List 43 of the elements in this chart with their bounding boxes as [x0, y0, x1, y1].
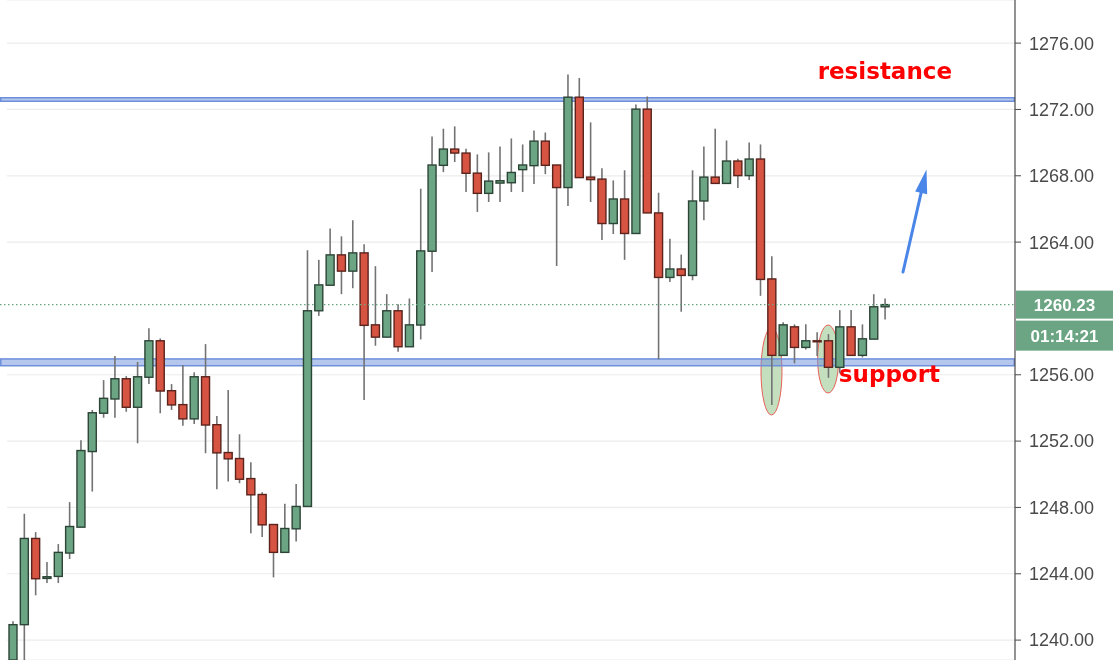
- candlestick: [483, 151, 494, 203]
- candlestick: [665, 237, 675, 283]
- y-tick-label: 1248.00: [1029, 497, 1095, 518]
- y-tick-label: 1244.00: [1029, 564, 1095, 585]
- candlestick: [710, 127, 720, 185]
- candlestick: [234, 433, 245, 485]
- y-tick-label: 1272.00: [1029, 99, 1095, 120]
- candlestick: [506, 137, 517, 193]
- candlestick: [166, 383, 177, 411]
- candlestick: [98, 379, 109, 419]
- band-label: support: [838, 361, 940, 388]
- candlestick: [461, 147, 471, 193]
- candlestick: [676, 253, 686, 313]
- candlestick: [348, 219, 358, 290]
- candlestick: [178, 364, 188, 427]
- candlestick: [336, 235, 347, 295]
- candlestick: [744, 141, 754, 181]
- y-tick-label: 1256.00: [1029, 365, 1095, 386]
- candlestick: [812, 331, 822, 357]
- y-tick-label: 1268.00: [1029, 166, 1095, 187]
- ref-line-label: 1260.23: [1033, 295, 1096, 315]
- band-label: resistance: [817, 58, 952, 85]
- candlestick: [789, 323, 800, 365]
- text: 01:14:21: [1030, 326, 1099, 346]
- candlestick: [517, 143, 528, 193]
- candlestick: [42, 561, 52, 584]
- candlestick: [450, 125, 460, 163]
- candlestick: [110, 355, 120, 419]
- candlestick: [551, 164, 562, 267]
- candlestick: [585, 121, 596, 203]
- candlestick: [801, 323, 811, 351]
- candlestick: [438, 127, 449, 173]
- candlestick: [370, 265, 381, 347]
- y-tick-label: 1240.00: [1029, 630, 1095, 651]
- candlestick: [721, 139, 732, 185]
- y-tick-label: 1264.00: [1029, 232, 1095, 253]
- candlestick: [472, 153, 483, 213]
- candlestick: [495, 145, 505, 203]
- y-tick-label: 1252.00: [1029, 431, 1095, 452]
- y-tick-label: 1276.00: [1029, 33, 1095, 54]
- candlestick: [857, 323, 868, 359]
- candlestick: [699, 145, 709, 222]
- candlestick: [733, 157, 743, 189]
